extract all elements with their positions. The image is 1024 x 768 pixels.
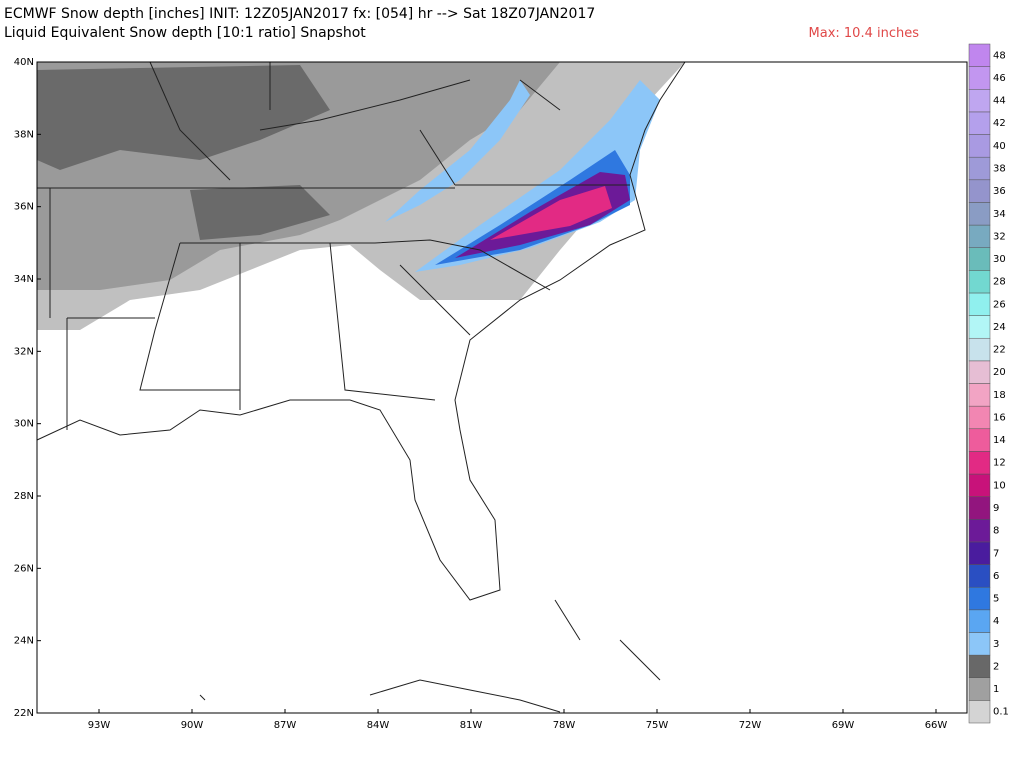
colorbar-swatch [968,473,991,497]
colorbar-label: 28 [993,277,1006,288]
lat-label: 30N [14,419,34,430]
colorbar-swatch [968,134,991,158]
lon-label: 69W [832,720,855,731]
colorbar-label: 4 [993,616,999,627]
map-frame [36,61,968,714]
colorbar-label: 5 [993,594,999,605]
colorbar-label: 1 [993,684,999,695]
colorbar-label: 14 [993,435,1006,446]
colorbar-swatch [968,405,991,430]
lon-label: 87W [274,720,297,731]
colorbar-swatch [968,451,991,475]
colorbar-label: 40 [993,141,1006,152]
coastline [36,61,686,601]
colorbar-label: 32 [993,231,1006,242]
map [36,61,968,714]
title: ECMWF Snow depth [inches] INIT: 12Z05JAN… [4,6,595,22]
colorbar-swatch [968,247,991,271]
colorbar-swatch [968,66,991,90]
colorbar-swatch [968,202,991,226]
colorbar-swatch [968,428,991,452]
snow-blue [385,80,530,222]
lat-label: 22N [14,708,34,719]
colorbar-swatch [968,677,991,701]
colorbar-label: 34 [993,209,1006,220]
colorbar: 0.11234567891012141618202224262830323436… [968,43,1009,724]
lat-label: 40N [14,57,34,68]
colorbar-label: 2 [993,661,999,672]
colorbar-label: 9 [993,503,999,514]
colorbar-label: 44 [993,96,1006,107]
colorbar-swatch [968,43,991,67]
colorbar-label: 24 [993,322,1006,333]
colorbar-label: 8 [993,526,999,537]
state-borders [37,61,630,430]
lon-label: 72W [739,720,762,731]
colorbar-label: 26 [993,299,1006,310]
colorbar-label: 22 [993,345,1006,356]
colorbar-label: 3 [993,639,999,650]
lat-label: 32N [14,346,34,357]
colorbar-label: 7 [993,548,999,559]
lat-label: 26N [14,563,34,574]
colorbar-swatch [968,564,991,588]
colorbar-swatch [968,632,991,656]
snow-pink [490,186,612,240]
colorbar-swatch [968,383,991,407]
colorbar-swatch [968,111,991,135]
snow-dark [190,185,330,240]
colorbar-swatch [968,292,991,316]
colorbar-swatch [968,224,991,248]
lat-label: 38N [14,129,34,140]
colorbar-label: 6 [993,571,999,582]
islands [199,599,661,713]
lon-label: 66W [925,720,948,731]
colorbar-swatch [968,156,991,181]
colorbar-swatch [968,315,991,339]
colorbar-label: 48 [993,50,1006,61]
subtitle: Liquid Equivalent Snow depth [10:1 ratio… [4,25,366,41]
colorbar-label: 0.1 [993,707,1009,718]
lat-label: 28N [14,491,34,502]
lat-label: 36N [14,202,34,213]
snow-blue-dark [435,150,630,265]
colorbar-label: 38 [993,163,1006,174]
lon-label: 78W [553,720,576,731]
lat-label: 24N [14,636,34,647]
lat-label: 34N [14,274,34,285]
lon-label: 90W [181,720,204,731]
lon-label: 75W [646,720,669,731]
colorbar-label: 36 [993,186,1006,197]
max-label: Max: 10.4 inches [809,26,920,41]
colorbar-swatch [968,270,991,294]
colorbar-swatch [968,496,991,520]
colorbar-swatch [968,586,991,611]
colorbar-swatch [968,700,991,724]
colorbar-label: 42 [993,118,1006,129]
map-axes: 40N 38N 36N 34N 32N 30N 28N 26N 24N 22N 93W 90W 87W 8… [14,57,948,731]
colorbar-label: 20 [993,367,1006,378]
colorbar-swatch [968,179,991,203]
colorbar-label: 12 [993,458,1006,469]
colorbar-label: 46 [993,73,1006,84]
colorbar-label: 16 [993,412,1006,423]
snow-dark [37,65,330,170]
colorbar-swatch [968,519,991,543]
colorbar-swatch [968,337,991,362]
colorbar-swatch [968,89,991,113]
colorbar-swatch [968,360,991,384]
lon-label: 93W [88,720,111,731]
colorbar-swatch [968,609,991,633]
colorbar-label: 10 [993,480,1006,491]
colorbar-label: 18 [993,390,1006,401]
colorbar-swatch [968,654,991,678]
lon-label: 81W [460,720,483,731]
lon-label: 84W [367,720,390,731]
colorbar-label: 30 [993,254,1006,265]
colorbar-swatch [968,541,991,565]
